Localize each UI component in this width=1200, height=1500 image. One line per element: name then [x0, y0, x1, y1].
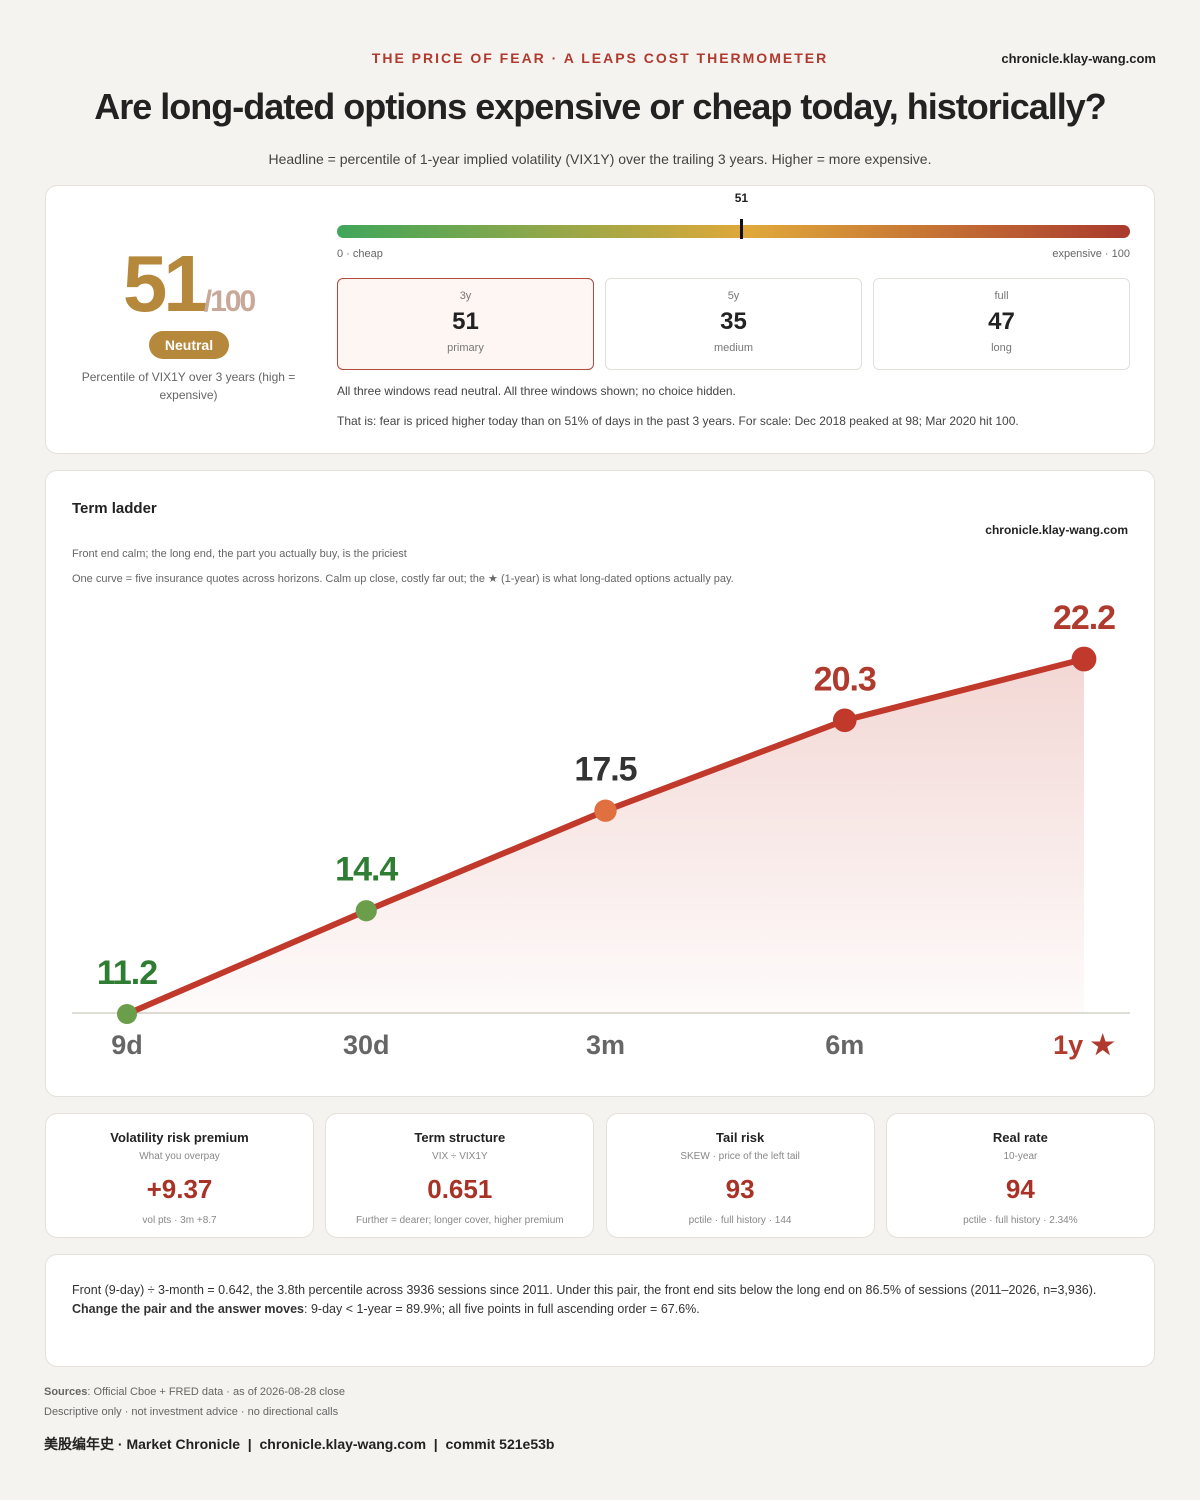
area: [127, 659, 1084, 1014]
footnote-line: Change the pair and the answer moves: 9-…: [72, 1300, 1128, 1319]
note: All three windows read neutral. All thre…: [337, 384, 736, 398]
metric-title: Real rate: [992, 1130, 1048, 1145]
category-label: 6m: [825, 1030, 864, 1060]
badge: Neutral: [149, 331, 229, 359]
window-value: 51: [452, 308, 479, 335]
gauge: 51 0 · cheap expensive · 100 3y 51 primary…: [337, 186, 1130, 376]
metric-subtitle: VIX ÷ VIX1Y: [432, 1151, 488, 1162]
point: [594, 799, 617, 822]
metric-note: pctile · full history · 144: [688, 1215, 792, 1226]
point: [355, 900, 377, 922]
category-label: 3m: [586, 1030, 625, 1060]
chart-site: chronicle.klay-wang.com: [985, 523, 1128, 537]
disclaimer: Descriptive only · not investment advice…: [44, 1406, 339, 1418]
metric-value: 94: [1005, 1174, 1035, 1204]
kicker: THE PRICE OF FEAR · A LEAPS COST THERMOM…: [371, 50, 829, 66]
chart: 11.2 9d 14.4 30d 17.5 3m 20.3 6m 22.2 1y ★: [72, 599, 1130, 1060]
value-label: 20.3: [814, 660, 876, 698]
sources: Sources: Official Cboe + FRED data · as …: [44, 1386, 345, 1398]
window-note: primary: [447, 342, 484, 354]
metric-card: Tail risk SKEW · price of the left tail 93…: [605, 1113, 875, 1238]
window-label: 3y: [459, 290, 472, 302]
subtitle: Headline = percentile of 1-year implied …: [268, 151, 932, 167]
metric-value: +9.37: [146, 1174, 213, 1204]
point: [832, 708, 857, 733]
value-label: 17.5: [574, 751, 636, 789]
window: full 47 long: [873, 278, 1130, 370]
gauge-max: expensive · 100: [1052, 248, 1130, 260]
chart-subtitle: Front end calm; the long end, the part y…: [72, 548, 407, 560]
site: chronicle.klay-wang.com: [1001, 51, 1156, 66]
window: 5y 35 medium: [605, 278, 862, 370]
score: 51/100: [46, 238, 331, 330]
chart-title: Term ladder: [72, 500, 157, 517]
value-label: 14.4: [335, 851, 398, 889]
title: Are long-dated options expensive or chea…: [94, 86, 1107, 127]
metric-title: Term structure: [414, 1130, 506, 1145]
window-note: medium: [713, 342, 754, 354]
window-label: full: [994, 290, 1009, 302]
metric-card: Term structure VIX ÷ VIX1Y 0.651 Further = …: [325, 1113, 595, 1238]
footnote: Front (9-day) ÷ 3-month = 0.642, the 3.8…: [45, 1254, 1155, 1367]
category-label: 30d: [343, 1030, 390, 1060]
score-card: 51/100 Neutral Percentile of VIX1Y over …: [45, 185, 1155, 454]
metric-subtitle: SKEW · price of the left tail: [680, 1151, 800, 1162]
footnote-line: Front (9-day) ÷ 3-month = 0.642, the 3.8…: [72, 1283, 1097, 1297]
value-label: 11.2: [97, 954, 157, 992]
gauge-marker: [740, 219, 744, 239]
window-value: 47: [988, 308, 1015, 335]
metric-subtitle: What you overpay: [139, 1151, 220, 1162]
metric-title: Tail risk: [716, 1130, 765, 1145]
window-value: 35: [720, 308, 747, 335]
note: That is: fear is priced higher today tha…: [337, 414, 1019, 428]
metric-card: Volatility risk premium What you overpay +…: [45, 1113, 314, 1238]
metric-value: 93: [725, 1174, 755, 1204]
gauge-bar: [337, 225, 1130, 238]
footnote-bold: Change the pair and the answer moves: [72, 1302, 305, 1316]
value-label: 22.2: [1053, 599, 1115, 637]
brand: 美股编年史 · Market Chronicle: [44, 1436, 241, 1452]
score-value: 51: [122, 239, 208, 328]
sources-label: Sources: [44, 1386, 88, 1398]
category-label: 1y ★: [1053, 1030, 1115, 1060]
chart-card: Term ladder chronicle.klay-wang.com Fron…: [45, 470, 1155, 1097]
footnote-text: : 9-day < 1-year = 89.9%; all five point…: [304, 1302, 700, 1316]
window-note: long: [991, 342, 1012, 354]
chart-description: One curve = five insurance quotes across…: [72, 573, 734, 585]
metric-value: 0.651: [427, 1174, 493, 1204]
point: [117, 1004, 137, 1024]
score-caption: Percentile of VIX1Y over 3 years (high =…: [81, 370, 296, 402]
metric-note: Further = dearer; longer cover, higher p…: [355, 1215, 564, 1226]
gauge-label: 51: [734, 191, 749, 205]
category-label: 9d: [111, 1030, 143, 1060]
metric-card: Real rate 10-year 94 pctile · full history …: [885, 1113, 1155, 1238]
point: [1071, 646, 1097, 672]
window: 3y 51 primary: [337, 278, 594, 370]
window-label: 5y: [727, 290, 740, 302]
footer: 美股编年史 · Market Chronicle | chronicle.kla…: [44, 1436, 555, 1452]
metric-note: vol pts · 3m +8.7: [142, 1215, 217, 1226]
gauge-min: 0 · cheap: [337, 248, 383, 260]
commit: commit 521e53b: [445, 1436, 555, 1452]
footer-site: chronicle.klay-wang.com: [259, 1436, 427, 1452]
score-suffix: /100: [203, 285, 256, 318]
sources-text: : Official Cboe + FRED data · as of 2026…: [87, 1386, 345, 1398]
metric-title: Volatility risk premium: [110, 1130, 249, 1145]
metric-subtitle: 10-year: [1003, 1151, 1038, 1162]
metric-note: pctile · full history · 2.34%: [963, 1215, 1078, 1226]
